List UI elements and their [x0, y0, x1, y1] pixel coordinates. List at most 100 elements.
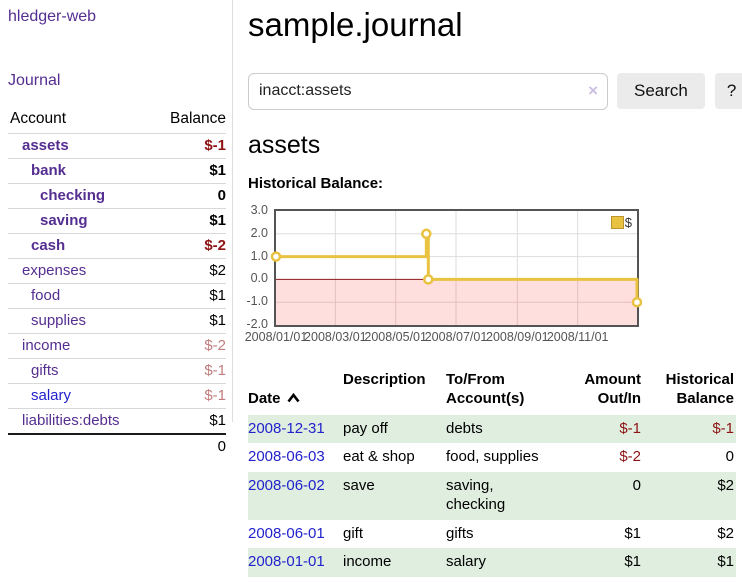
transaction-date-link[interactable]: 2008-01-01 [248, 553, 325, 570]
account-balance: $1 [151, 309, 226, 334]
chart-title: Historical Balance: [248, 175, 736, 192]
account-link-liabilities-debts[interactable]: liabilities:debts [22, 412, 120, 429]
transaction-amount: 0 [561, 472, 643, 520]
account-link-income[interactable]: income [22, 337, 70, 354]
y-tick-label: 0.0 [251, 271, 268, 285]
legend-swatch-icon [611, 216, 624, 229]
transaction-date-link[interactable]: 2008-06-03 [248, 448, 325, 465]
account-link-bank[interactable]: bank [31, 162, 66, 179]
chart-legend: $ [611, 215, 632, 230]
transaction-balance: $1 [643, 548, 736, 577]
account-link-expenses[interactable]: expenses [22, 262, 86, 279]
chart-y-axis-labels: 3.02.01.00.0-1.0-2.0 [242, 209, 270, 323]
data-point [422, 230, 430, 238]
transaction-accounts: food, supplies [446, 443, 561, 472]
chart-x-axis-labels: 2008/01/012008/03/012008/05/012008/07/01… [274, 330, 639, 346]
account-row: expenses $2 [8, 259, 226, 284]
sidebar-item-journal[interactable]: Journal [8, 72, 60, 90]
transaction-amount: $1 [561, 520, 643, 549]
account-balance: 0 [151, 184, 226, 209]
x-tick-label: 2008/01/01 [245, 330, 308, 344]
account-column-header: Account [8, 106, 151, 134]
register-header-row: Date Description To/From Account(s) Amou… [248, 367, 736, 415]
account-link-cash[interactable]: cash [31, 237, 65, 254]
account-link-food[interactable]: food [31, 287, 60, 304]
x-tick-label: 2008/03/01 [304, 330, 367, 344]
transaction-amount: $-2 [561, 443, 643, 472]
y-tick-label: 3.0 [251, 203, 268, 217]
account-row: bank $1 [8, 159, 226, 184]
transaction-accounts: salary [446, 548, 561, 577]
transaction-description: pay off [343, 415, 446, 444]
account-link-supplies[interactable]: supplies [31, 312, 86, 329]
account-link-gifts[interactable]: gifts [31, 362, 59, 379]
register-table: Date Description To/From Account(s) Amou… [248, 367, 736, 577]
transaction-date-link[interactable]: 2008-06-01 [248, 525, 325, 542]
account-heading: assets [248, 131, 736, 160]
account-balance: $-1 [151, 359, 226, 384]
account-balance: $-1 [151, 384, 226, 409]
account-balance: $2 [151, 259, 226, 284]
account-row: checking 0 [8, 184, 226, 209]
y-tick-label: -2.0 [246, 317, 268, 331]
transaction-description: eat & shop [343, 443, 446, 472]
transaction-balance: 0 [643, 443, 736, 472]
clear-search-icon[interactable]: × [588, 81, 598, 101]
account-row: income $-2 [8, 334, 226, 359]
account-balance-table: Account Balance assets $-1 bank $1 check… [8, 106, 226, 459]
account-row: liabilities:debts $1 [8, 409, 226, 435]
account-link-saving[interactable]: saving [40, 212, 88, 229]
data-point [272, 253, 280, 261]
account-link-salary[interactable]: salary [31, 387, 71, 404]
account-row: supplies $1 [8, 309, 226, 334]
page-title: sample.journal [248, 6, 736, 44]
sort-ascending-icon [287, 389, 300, 409]
balance-chart-svg [276, 211, 637, 325]
transaction-accounts: debts [446, 415, 561, 444]
transaction-description: gift [343, 520, 446, 549]
data-point [633, 298, 641, 306]
date-column-header[interactable]: Date [248, 367, 343, 415]
account-balance: $1 [151, 409, 226, 435]
transaction-balance: $2 [643, 520, 736, 549]
transaction-date-link[interactable]: 2008-12-31 [248, 420, 325, 437]
transaction-accounts: gifts [446, 520, 561, 549]
y-tick-label: 2.0 [251, 226, 268, 240]
data-point [424, 275, 432, 283]
help-button[interactable]: ? [715, 73, 742, 109]
accounts-column-header: To/From Account(s) [446, 367, 561, 415]
balance-column-header: Balance [151, 106, 226, 134]
account-balance: $-2 [151, 334, 226, 359]
main-content: sample.journal × Search ? assets Histori… [248, 0, 736, 577]
y-tick-label: 1.0 [251, 249, 268, 263]
register-row: 2008-06-02 save saving, checking 0 $2 [248, 472, 736, 520]
x-tick-label: 2008/09/01 [486, 330, 549, 344]
transaction-date-link[interactable]: 2008-06-02 [248, 477, 325, 494]
legend-label: $ [625, 215, 632, 230]
register-row: 2008-12-31 pay off debts $-1 $-1 [248, 415, 736, 444]
account-link-assets[interactable]: assets [22, 137, 69, 154]
amount-column-header: Amount Out/In [561, 367, 643, 415]
register-row: 2008-06-03 eat & shop food, supplies $-2… [248, 443, 736, 472]
account-row: salary $-1 [8, 384, 226, 409]
search-input[interactable] [248, 73, 608, 110]
x-tick-label: 2008/11/01 [547, 330, 609, 344]
account-balance: $1 [151, 284, 226, 309]
chart-plot-area: $ [274, 209, 639, 327]
transaction-accounts: saving, checking [446, 472, 561, 520]
account-balance: $-1 [151, 134, 226, 159]
app-title-link[interactable]: hledger-web [8, 8, 96, 26]
search-form: × Search ? [248, 73, 736, 110]
account-balance: $1 [151, 209, 226, 234]
transaction-balance: $2 [643, 472, 736, 520]
x-tick-label: 2008/05/01 [364, 330, 427, 344]
accounts-total-value: 0 [151, 434, 226, 459]
x-tick-label: 2008/07/01 [425, 330, 488, 344]
search-button[interactable]: Search [617, 73, 705, 109]
negative-region [276, 279, 637, 325]
account-link-checking[interactable]: checking [40, 187, 105, 204]
balance-chart: 3.02.01.00.0-1.0-2.0 $ [274, 209, 639, 327]
accounts-total-row: 0 [8, 434, 226, 459]
y-tick-label: -1.0 [246, 294, 268, 308]
account-balance: $1 [151, 159, 226, 184]
